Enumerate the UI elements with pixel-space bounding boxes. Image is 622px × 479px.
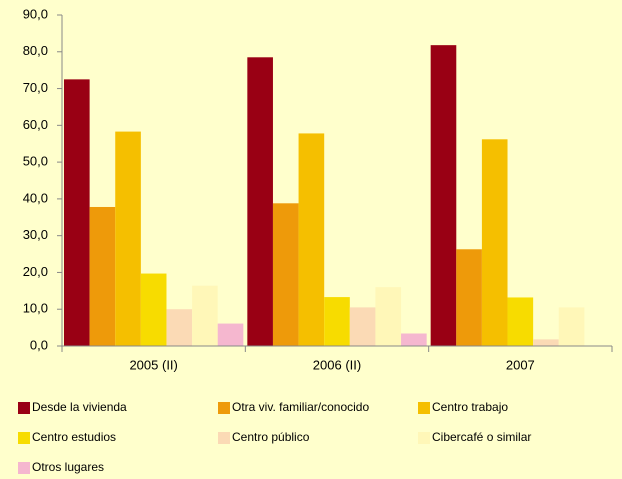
y-tick-label: 20,0 <box>23 264 48 279</box>
bar <box>115 131 141 346</box>
bar <box>140 273 167 346</box>
y-tick-label: 0,0 <box>30 337 48 352</box>
legend-swatch <box>18 402 30 414</box>
bar <box>349 307 376 346</box>
legend-swatch <box>18 432 30 444</box>
legend: Desde la vivienda Otra viv. familiar/cono… <box>18 400 531 474</box>
bar <box>430 45 457 346</box>
x-tick-label: 2006 (II) <box>313 357 361 372</box>
bar <box>64 79 90 346</box>
bar <box>217 323 244 346</box>
bar <box>247 57 273 347</box>
bar <box>456 249 482 346</box>
y-tick-label: 90,0 <box>23 6 48 21</box>
legend-label: Centro estudios <box>32 430 116 444</box>
y-tick-label: 40,0 <box>23 190 48 205</box>
legend-label: Otros lugares <box>32 460 104 474</box>
bar <box>401 333 427 346</box>
legend-label: Otra viv. familiar/conocido <box>232 400 369 414</box>
y-tick-label: 10,0 <box>23 301 48 316</box>
bar <box>166 309 193 346</box>
bar <box>481 139 508 346</box>
bar <box>192 285 218 346</box>
bar <box>272 203 299 346</box>
bar <box>558 307 585 346</box>
bar <box>533 339 559 346</box>
y-tick-label: 80,0 <box>23 43 48 58</box>
legend-swatch <box>218 402 230 414</box>
bar <box>375 287 402 346</box>
legend-label: Cibercafé o similar <box>432 430 531 444</box>
legend-swatch <box>418 402 430 414</box>
bar <box>324 297 350 346</box>
legend-label: Centro público <box>232 430 310 444</box>
legend-swatch <box>18 462 30 474</box>
legend-swatch <box>218 432 230 444</box>
bar <box>298 133 325 346</box>
legend-label: Desde la vivienda <box>32 400 127 414</box>
y-tick-label: 50,0 <box>23 154 48 169</box>
x-tick-label: 2007 <box>506 357 535 372</box>
y-tick-label: 60,0 <box>23 117 48 132</box>
bar <box>89 206 116 346</box>
legend-label: Centro trabajo <box>432 400 508 414</box>
x-tick-label: 2005 (II) <box>129 357 177 372</box>
y-tick-label: 30,0 <box>23 227 48 242</box>
y-tick-label: 70,0 <box>23 80 48 95</box>
bar <box>507 297 534 346</box>
legend-swatch <box>418 432 430 444</box>
